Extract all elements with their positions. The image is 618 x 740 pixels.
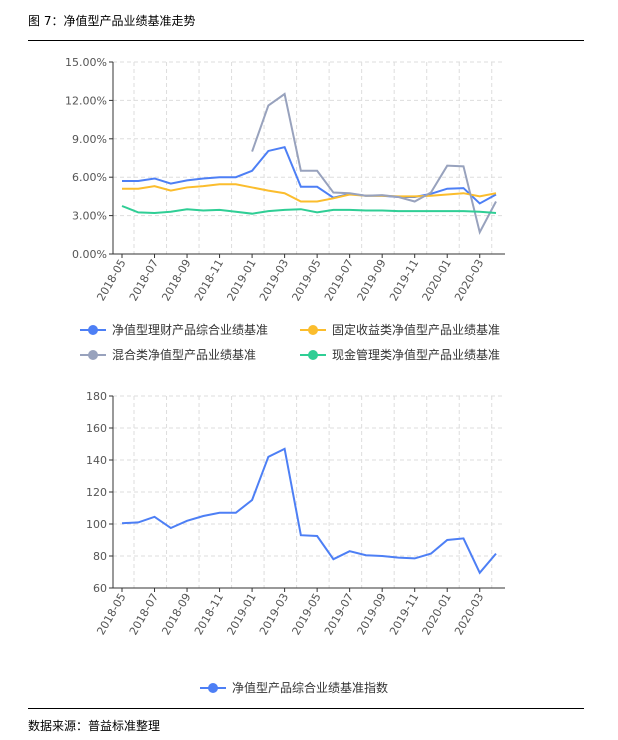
x-tick-label: 2019-09 [355,257,389,303]
x-tick-label: 2019-09 [355,591,389,637]
y-tick-label: 140 [86,454,107,467]
series-line-3 [121,205,497,215]
y-tick-label: 180 [86,390,107,403]
figure-title: 图 7：净值型产品业绩基准走势 [28,14,196,28]
x-tick-label: 2019-05 [289,591,323,637]
legend-label-0: 净值型产品综合业绩基准指数 [232,680,388,695]
x-tick-label: 2019-03 [257,591,291,637]
y-tick-label: 0.00% [72,248,107,261]
y-tick-label: 120 [86,486,107,499]
x-tick-label: 2018-11 [192,257,226,303]
x-tick-label: 2019-11 [387,257,421,303]
x-tick-label: 2019-07 [322,257,356,303]
x-tick-label: 2018-09 [159,591,193,637]
legend-label-2: 混合类净值型产品业绩基准 [112,347,256,362]
x-tick-label: 2020-03 [452,257,486,303]
y-tick-label: 60 [93,582,107,595]
x-tick-label: 2018-05 [94,257,128,303]
y-tick-label: 160 [86,422,107,435]
y-tick-label: 100 [86,518,107,531]
x-tick-label: 2019-11 [387,591,421,637]
y-tick-label: 12.00% [65,94,107,107]
x-tick-label: 2019-01 [224,257,258,303]
y-tick-label: 80 [93,550,107,563]
x-tick-label: 2019-03 [257,257,291,303]
x-tick-label: 2018-07 [127,591,161,637]
series-line-2 [251,92,497,236]
source-note: 数据来源：普益标准整理 [28,719,161,733]
legend-label-3: 现金管理类净值型产品业绩基准 [332,347,500,362]
series-line-0 [121,447,497,575]
x-tick-label: 2020-03 [452,591,486,637]
x-tick-label: 2019-07 [322,591,356,637]
x-tick-label: 2018-09 [159,257,193,303]
legend-marker-2 [88,350,98,360]
series-line-0 [122,145,497,205]
y-tick-label: 3.00% [72,210,107,223]
series-line-1 [122,183,497,203]
y-tick-label: 6.00% [72,171,107,184]
x-tick-label: 2018-11 [192,591,226,637]
legend-marker-0 [88,325,98,335]
x-tick-label: 2020-01 [420,591,454,637]
legend-label-1: 固定收益类净值型产品业绩基准 [332,322,500,337]
bottom-rule [28,708,584,709]
x-tick-label: 2018-07 [127,257,161,303]
x-tick-label: 2018-05 [94,591,128,637]
legend-label-0: 净值型理财产品综合业绩基准 [112,322,268,337]
y-tick-label: 9.00% [72,133,107,146]
x-tick-label: 2020-01 [420,257,454,303]
legend-marker-0 [208,683,218,693]
y-tick-label: 15.00% [65,56,107,69]
x-tick-label: 2019-05 [289,257,323,303]
legend-marker-1 [308,325,318,335]
top-rule [28,40,584,41]
x-tick-label: 2019-01 [224,591,258,637]
legend-marker-3 [308,350,318,360]
